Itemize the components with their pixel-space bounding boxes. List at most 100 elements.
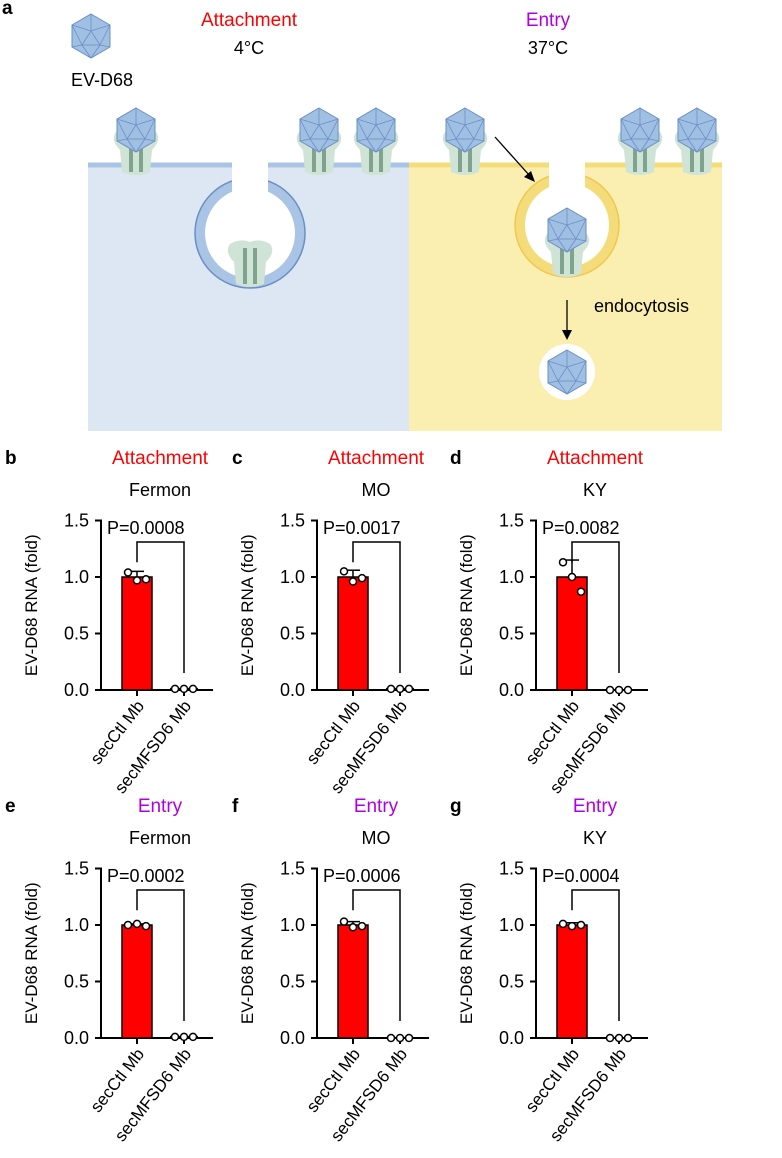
y-tick-label: 0.5 <box>280 972 305 992</box>
bar-0 <box>337 576 369 691</box>
chart-title: Attachment <box>112 448 209 469</box>
y-tick-label: 0.0 <box>499 1028 524 1048</box>
y-tick-label: 0.5 <box>64 972 89 992</box>
data-point <box>605 1033 615 1043</box>
data-point <box>567 921 577 931</box>
data-point <box>576 587 586 596</box>
data-point <box>395 1033 405 1043</box>
chart-subtitle: KY <box>583 480 607 500</box>
significance-bracket <box>136 541 185 674</box>
y-tick-label: 1.0 <box>499 567 524 587</box>
data-point <box>395 684 405 694</box>
y-tick-label: 1.0 <box>499 915 524 935</box>
data-point <box>605 685 615 695</box>
panel-label-e: e <box>5 796 16 817</box>
panel-label-f: f <box>232 796 239 817</box>
data-point <box>614 1033 624 1043</box>
data-point <box>170 684 180 694</box>
y-axis-label: EV-D68 RNA (fold) <box>22 882 41 1024</box>
data-point <box>339 917 349 926</box>
y-tick-label: 1.0 <box>64 915 89 935</box>
panel-label-b: b <box>5 448 17 469</box>
p-value: P=0.0082 <box>542 518 620 538</box>
y-axis-label: EV-D68 RNA (fold) <box>457 534 476 676</box>
data-point <box>567 572 577 582</box>
significance-bracket <box>571 541 620 674</box>
bar-0 <box>556 576 588 691</box>
panel-a-diagram: a EV-D68 Attachment 4°C Entry 37°C endoc… <box>2 0 722 431</box>
data-point <box>576 920 586 930</box>
chart-title: Entry <box>138 796 183 817</box>
chart-title: Attachment <box>328 448 425 469</box>
y-tick-label: 1.0 <box>280 567 305 587</box>
chart-subtitle: KY <box>583 828 607 848</box>
p-value: P=0.0008 <box>107 518 185 538</box>
chart-subtitle: MO <box>362 480 391 500</box>
attachment-heading: Attachment <box>201 10 298 31</box>
y-tick-label: 1.5 <box>280 859 305 879</box>
p-value: P=0.0017 <box>323 518 401 538</box>
significance-bracket <box>571 889 620 1022</box>
chart-panel-c: c Attachment MO 0.0 0.5 1.0 1.5 EV-D68 RNA (fol… <box>232 448 429 797</box>
y-tick-label: 0.0 <box>64 1028 89 1048</box>
panel-label-d: d <box>450 448 462 469</box>
chart-subtitle: MO <box>362 828 391 848</box>
y-tick-label: 0.5 <box>64 624 89 644</box>
entry-temperature: 37°C <box>528 38 568 58</box>
y-tick-label: 1.5 <box>499 511 524 531</box>
p-value: P=0.0004 <box>542 866 620 886</box>
y-tick-label: 1.5 <box>64 511 89 531</box>
chart-panel-e: e Entry Fermon 0.0 0.5 1.0 1.5 EV-D68 RNA (fold… <box>5 796 213 1145</box>
y-tick-label: 0.0 <box>280 680 305 700</box>
significance-bracket <box>352 541 401 674</box>
data-point <box>339 567 349 576</box>
attachment-temperature: 4°C <box>234 38 264 58</box>
chart-title: Entry <box>354 796 399 817</box>
chart-subtitle: Fermon <box>129 828 191 848</box>
data-point <box>188 684 198 694</box>
virus-legend-label: EV-D68 <box>71 70 133 90</box>
y-tick-label: 1.0 <box>64 567 89 587</box>
panel-label-c: c <box>232 448 243 469</box>
data-point <box>132 576 142 585</box>
y-tick-label: 0.5 <box>499 972 524 992</box>
panel-label-a: a <box>2 0 13 19</box>
y-tick-label: 0.5 <box>499 624 524 644</box>
data-point <box>179 1032 189 1042</box>
y-tick-label: 0.5 <box>280 624 305 644</box>
data-point <box>357 921 367 931</box>
chart-panel-b: b Attachment Fermon 0.0 0.5 1.0 1.5 EV-D68 RNA … <box>5 448 213 797</box>
data-point <box>179 684 189 694</box>
panel-label-g: g <box>450 796 462 817</box>
bar-0 <box>121 924 153 1039</box>
y-axis-label: EV-D68 RNA (fold) <box>457 882 476 1024</box>
bar-0 <box>556 924 588 1039</box>
chart-title: Attachment <box>547 448 644 469</box>
p-value: P=0.0002 <box>107 866 185 886</box>
data-point <box>132 919 142 929</box>
chart-subtitle: Fermon <box>129 480 191 500</box>
y-axis-label: EV-D68 RNA (fold) <box>238 534 257 676</box>
bar-charts: b Attachment Fermon 0.0 0.5 1.0 1.5 EV-D68 RNA … <box>5 448 648 1145</box>
data-point <box>386 1033 396 1043</box>
data-point <box>123 920 133 930</box>
data-point <box>614 685 624 695</box>
y-axis-label: EV-D68 RNA (fold) <box>238 882 257 1024</box>
p-value: P=0.0006 <box>323 866 401 886</box>
chart-title: Entry <box>573 796 618 817</box>
data-point <box>188 1032 198 1042</box>
virus-legend-icon <box>71 13 111 59</box>
entry-heading: Entry <box>526 10 571 31</box>
y-tick-label: 0.0 <box>280 1028 305 1048</box>
y-tick-label: 1.5 <box>280 511 305 531</box>
data-point <box>141 921 151 931</box>
data-point <box>404 1033 414 1043</box>
data-point <box>386 684 396 694</box>
data-point <box>404 684 414 694</box>
data-point <box>170 1032 180 1042</box>
data-point <box>348 923 358 932</box>
chart-panel-d: d Attachment KY 0.0 0.5 1.0 1.5 EV-D68 RNA (fol… <box>450 448 648 797</box>
